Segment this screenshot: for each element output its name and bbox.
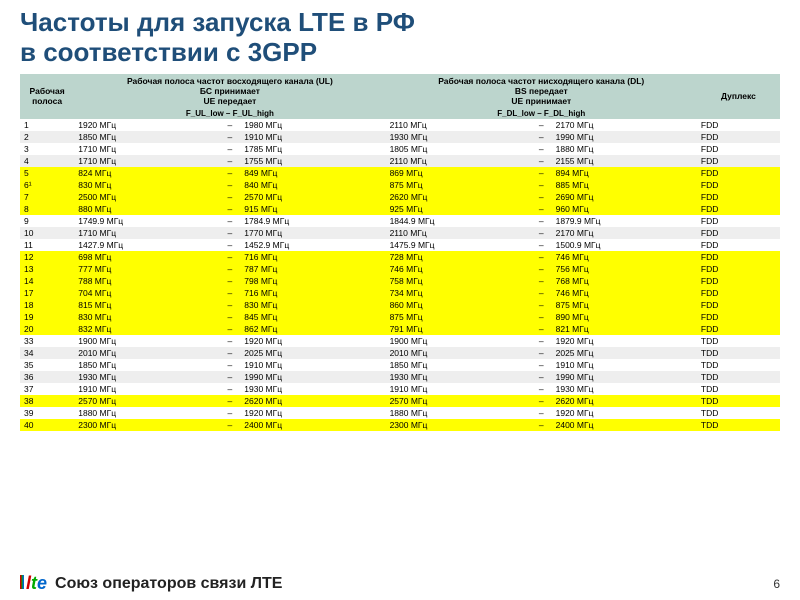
table-row: 351850 МГц–1910 МГц1850 МГц–1910 МГцTDD — [20, 359, 780, 371]
table-row: 5824 МГц–849 МГц869 МГц–894 МГцFDD — [20, 167, 780, 179]
lte-logo: lte Союз операторов связи ЛТЕ — [20, 573, 282, 594]
table-row: 18815 МГц–830 МГц860 МГц–875 МГцFDD — [20, 299, 780, 311]
table-row: 391880 МГц–1920 МГц1880 МГц–1920 МГцTDD — [20, 407, 780, 419]
table-row: 12698 МГц–716 МГц728 МГц–746 МГцFDD — [20, 251, 780, 263]
table-row: 19830 МГц–845 МГц875 МГц–890 МГцFDD — [20, 311, 780, 323]
col-ul: Рабочая полоса частот восходящего канала… — [74, 74, 385, 108]
table-row: 101710 МГц–1770 МГц2110 МГц–2170 МГцFDD — [20, 227, 780, 239]
col-band: Рабочая полоса — [20, 74, 74, 119]
table-row: 21850 МГц–1910 МГц1930 МГц–1990 МГцFDD — [20, 131, 780, 143]
col-duplex: Дуплекс — [697, 74, 780, 119]
table-row: 11920 МГц–1980 МГц2110 МГц–2170 МГцFDD — [20, 119, 780, 131]
table-row: 20832 МГц–862 МГц791 МГц–821 МГцFDD — [20, 323, 780, 335]
table-row: 111427.9 МГц–1452.9 МГц1475.9 МГц–1500.9… — [20, 239, 780, 251]
table-row: 382570 МГц–2620 МГц2570 МГц–2620 МГцTDD — [20, 395, 780, 407]
freq-table: Рабочая полоса Рабочая полоса частот вос… — [20, 74, 780, 431]
table-row: 371910 МГц–1930 МГц1910 МГц–1930 МГцTDD — [20, 383, 780, 395]
sub-dl: F_DL_low – F_DL_high — [386, 108, 697, 119]
slide-title: Частоты для запуска LTE в РФв соответств… — [20, 8, 780, 68]
sub-ul: F_UL_low – F_UL_high — [74, 108, 385, 119]
table-row: 361930 МГц–1990 МГц1930 МГц–1990 МГцTDD — [20, 371, 780, 383]
table-row: 41710 МГц–1755 МГц2110 МГц–2155 МГцFDD — [20, 155, 780, 167]
table-row: 331900 МГц–1920 МГц1900 МГц–1920 МГцTDD — [20, 335, 780, 347]
table-row: 13777 МГц–787 МГц746 МГц–756 МГцFDD — [20, 263, 780, 275]
table-row: 8880 МГц–915 МГц925 МГц–960 МГцFDD — [20, 203, 780, 215]
table-row: 342010 МГц–2025 МГц2010 МГц–2025 МГцTDD — [20, 347, 780, 359]
table-row: 17704 МГц–716 МГц734 МГц–746 МГцFDD — [20, 287, 780, 299]
table-row: 72500 МГц–2570 МГц2620 МГц–2690 МГцFDD — [20, 191, 780, 203]
table-row: 402300 МГц–2400 МГц2300 МГц–2400 МГцTDD — [20, 419, 780, 431]
footer: lte Союз операторов связи ЛТЕ 6 — [0, 573, 800, 594]
table-row: 14788 МГц–798 МГц758 МГц–768 МГцFDD — [20, 275, 780, 287]
col-dl: Рабочая полоса частот нисходящего канала… — [386, 74, 697, 108]
page-number: 6 — [773, 577, 780, 591]
table-row: 91749.9 МГц–1784.9 МГц1844.9 МГц–1879.9 … — [20, 215, 780, 227]
table-row: 31710 МГц–1785 МГц1805 МГц–1880 МГцFDD — [20, 143, 780, 155]
org-name: Союз операторов связи ЛТЕ — [55, 575, 282, 593]
table-row: 6¹830 МГц–840 МГц875 МГц–885 МГцFDD — [20, 179, 780, 191]
